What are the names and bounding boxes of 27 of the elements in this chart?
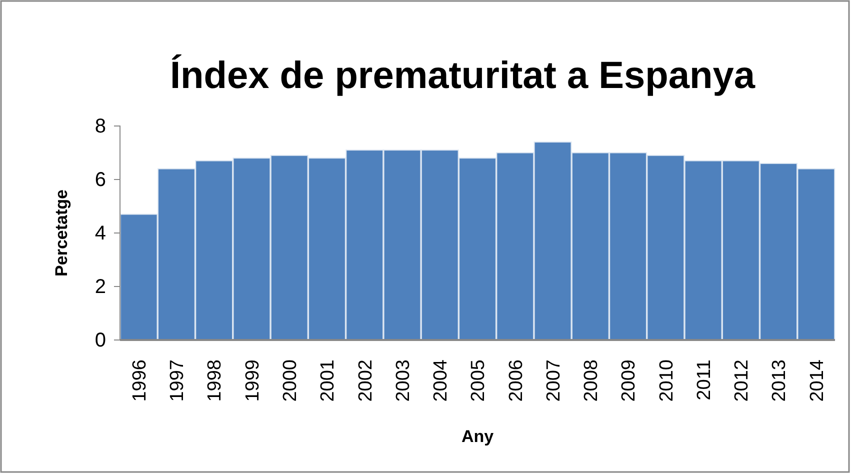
x-tick-label: 1998 — [204, 360, 226, 402]
y-tick-label: 8 — [94, 115, 106, 138]
x-tick-label: 2007 — [543, 360, 564, 402]
y-tick-label: 4 — [94, 222, 106, 244]
y-tick-label: 0 — [94, 329, 106, 352]
x-tick-label: 2009 — [618, 360, 640, 402]
x-tick-label: 1997 — [167, 360, 188, 402]
x-tick-label: 2010 — [656, 360, 678, 402]
x-tick-label: 2002 — [355, 360, 376, 402]
x-tick-label: 1996 — [129, 360, 150, 402]
y-tick-label: 2 — [94, 276, 106, 298]
x-tick-label: 2001 — [318, 360, 339, 402]
x-tick-label: 1999 — [242, 360, 264, 402]
x-tick-label: 2014 — [806, 359, 828, 402]
x-tick-label: 2003 — [392, 360, 414, 402]
x-tick-label: 2005 — [468, 360, 490, 402]
x-axis-title: Any — [461, 427, 494, 446]
x-tick-label: 2012 — [732, 360, 753, 402]
x-tick-label: 2004 — [430, 359, 452, 402]
chart-title: Índex de prematuritat a Espanya — [170, 54, 756, 97]
x-tick-label: 2011 — [694, 360, 715, 400]
x-tick-label: 2008 — [581, 360, 602, 402]
x-tick-label: 2006 — [506, 360, 527, 402]
y-tick-label: 6 — [94, 168, 106, 191]
y-axis-title: Percetatge — [52, 190, 71, 276]
x-tick-label: 2013 — [769, 360, 790, 402]
x-tick-label: 2000 — [280, 360, 301, 402]
